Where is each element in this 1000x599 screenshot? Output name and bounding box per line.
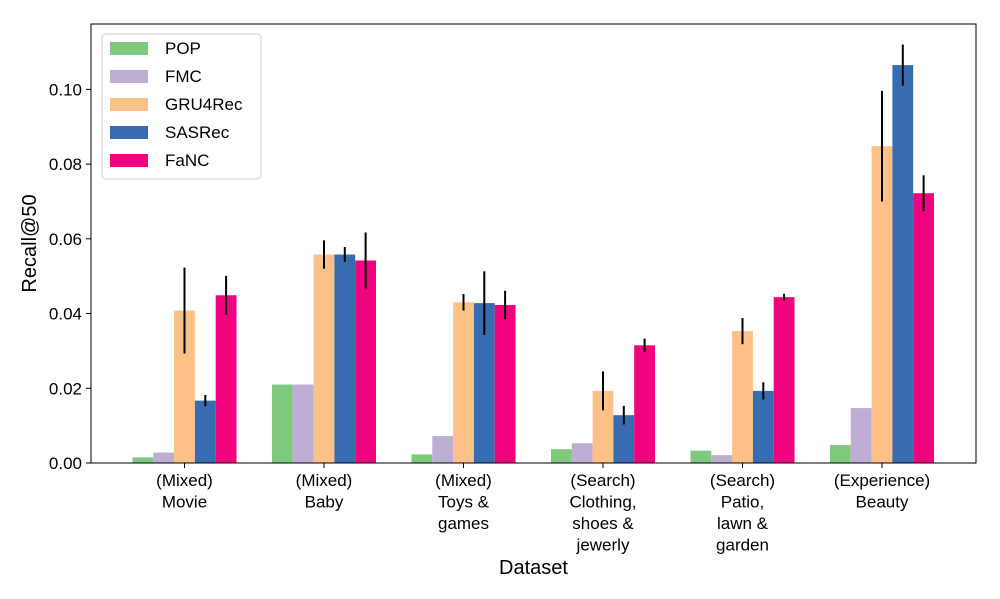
category-label-line: Movie [162,493,207,512]
x-axis-title: Dataset [499,557,568,579]
category-label-line: (Experience) [834,471,930,490]
y-tick-label: 0.06 [49,230,82,249]
legend-label-pop: POP [165,39,201,58]
category-label-line: jewerly [576,536,630,555]
bar-sasrec-1 [334,254,356,463]
plot-frame [90,23,977,464]
y-axis-title: Recall@50 [19,194,41,292]
bar-gru4rec-5 [871,146,893,463]
bar-fanc-3 [634,345,655,463]
legend-label-fanc: FaNC [165,151,209,170]
bar-gru4rec-0 [174,310,195,463]
bar-fanc-2 [494,304,516,463]
bar-sasrec-2 [473,303,495,463]
bar-sasrec-3 [613,415,635,463]
category-label-line: Beauty [856,493,909,512]
category-label-line: shoes & [572,514,634,533]
category-label-line: Toys & [438,493,490,512]
bar-sasrec-0 [194,400,216,463]
bar-fanc-1 [355,260,376,463]
legend-swatch-fmc [110,70,148,83]
bar-pop-1 [272,384,293,463]
bar-gru4rec-4 [732,331,753,463]
bar-pop-3 [551,449,572,463]
y-tick-label: 0.00 [49,454,82,473]
category-label-line: (Mixed) [156,471,213,490]
bar-sasrec-5 [892,65,914,463]
x-axis: (Mixed) Movie (Mixed) Baby (Mixed) Toys & game… [156,463,930,555]
category-label-line: (Mixed) [435,471,492,490]
legend-label-gru4rec: GRU4Rec [165,95,243,114]
legend-swatch-gru4rec [110,98,148,111]
category-label-line: games [438,514,489,533]
legend-swatch-fanc [110,154,148,167]
bar-fmc-5 [850,408,872,463]
legend-swatch-pop [110,42,148,55]
category-label-line: lawn & [717,514,769,533]
bar-fmc-0 [153,452,175,463]
bars-layer [132,65,934,463]
bar-pop-0 [132,457,154,463]
y-tick-label: 0.04 [49,305,82,324]
bar-gru4rec-2 [453,302,474,463]
y-tick-label: 0.08 [49,155,82,174]
bar-pop-2 [411,454,433,463]
legend: POP FMC GRU4Rec SASRec FaNC [101,33,262,180]
category-label-line: (Search) [710,471,775,490]
bar-fmc-2 [432,436,454,463]
category-label-line: Baby [305,493,344,512]
category-label-line: garden [716,536,769,555]
error-bars-layer [183,44,925,425]
bar-fanc-4 [773,297,795,463]
category-label-line: (Mixed) [296,471,353,490]
y-axis: 0.00 0.02 0.04 0.06 0.08 0.10 [49,80,91,473]
legend-swatch-sasrec [110,126,148,139]
y-tick-label: 0.02 [49,379,82,398]
bar-fmc-3 [571,443,593,463]
bar-pop-4 [690,450,712,463]
legend-label-fmc: FMC [165,67,202,86]
bar-pop-5 [830,445,851,463]
bar-fanc-0 [215,295,237,463]
bar-fmc-4 [711,455,733,463]
category-label-line: Clothing, [569,493,636,512]
bar-gru4rec-1 [313,254,335,463]
y-tick-label: 0.10 [49,80,82,99]
bar-fmc-1 [292,384,314,463]
bar-fanc-5 [913,193,934,463]
category-label-line: (Search) [570,471,635,490]
bar-sasrec-4 [752,390,774,463]
legend-label-sasrec: SASRec [165,123,230,142]
category-label-line: Patio, [721,493,764,512]
bar-gru4rec-3 [592,390,614,463]
